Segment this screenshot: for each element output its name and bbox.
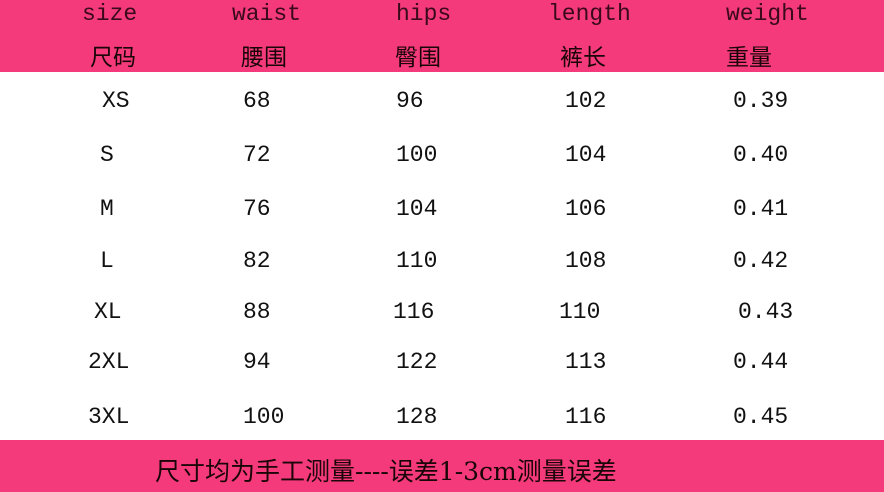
table-cell: 113 bbox=[565, 349, 607, 375]
table-cell: 104 bbox=[565, 142, 607, 168]
table-cell: L bbox=[100, 248, 114, 274]
table-cell: 0.42 bbox=[733, 248, 789, 274]
table-cell: 110 bbox=[396, 248, 438, 274]
column-header-cn: 臀围 bbox=[395, 45, 441, 71]
table-cell: XL bbox=[94, 299, 122, 325]
table-cell: 0.43 bbox=[738, 299, 794, 325]
table-cell: 88 bbox=[243, 299, 271, 325]
column-header-weight: weight bbox=[726, 1, 809, 27]
table-cell: XS bbox=[102, 88, 130, 114]
table-cell: 100 bbox=[243, 404, 285, 430]
table-cell: 76 bbox=[243, 196, 271, 222]
table-cell: 72 bbox=[243, 142, 271, 168]
footer-note: 尺寸均为手工测量----误差1-3cm测量误差 bbox=[155, 457, 617, 486]
table-cell: 94 bbox=[243, 349, 271, 375]
column-header-size: size bbox=[82, 1, 138, 27]
table-cell: 0.45 bbox=[733, 404, 789, 430]
table-cell: 104 bbox=[396, 196, 438, 222]
table-cell: 106 bbox=[565, 196, 607, 222]
table-cell: 68 bbox=[243, 88, 271, 114]
column-header-cn: 尺码 bbox=[90, 45, 136, 71]
table-cell: 0.41 bbox=[733, 196, 789, 222]
table-cell: 2XL bbox=[88, 349, 130, 375]
table-cell: 0.40 bbox=[733, 142, 789, 168]
table-cell: 128 bbox=[396, 404, 438, 430]
table-cell: 102 bbox=[565, 88, 607, 114]
column-header-cn: 裤长 bbox=[560, 45, 606, 71]
table-cell: 116 bbox=[565, 404, 607, 430]
table-cell: 108 bbox=[565, 248, 607, 274]
footer-band bbox=[0, 440, 884, 492]
table-cell: 82 bbox=[243, 248, 271, 274]
table-cell: 0.39 bbox=[733, 88, 789, 114]
table-cell: 116 bbox=[393, 299, 435, 325]
table-cell: M bbox=[100, 196, 114, 222]
table-cell: S bbox=[100, 142, 114, 168]
table-cell: 96 bbox=[396, 88, 424, 114]
column-header-length: length bbox=[548, 1, 631, 27]
column-header-waist: waist bbox=[232, 1, 302, 27]
table-cell: 0.44 bbox=[733, 349, 789, 375]
table-cell: 3XL bbox=[88, 404, 130, 430]
table-cell: 100 bbox=[396, 142, 438, 168]
table-cell: 122 bbox=[396, 349, 438, 375]
table-cell: 110 bbox=[559, 299, 601, 325]
column-header-cn: 腰围 bbox=[241, 45, 287, 71]
column-header-hips: hips bbox=[396, 1, 452, 27]
column-header-cn: 重量 bbox=[726, 45, 772, 71]
table-header bbox=[0, 0, 884, 72]
